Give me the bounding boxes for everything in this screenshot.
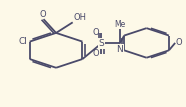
Text: O: O — [39, 10, 46, 19]
Text: Me: Me — [114, 20, 125, 29]
Text: S: S — [98, 39, 104, 48]
Text: Cl: Cl — [19, 37, 28, 46]
Text: N: N — [116, 45, 123, 54]
Text: O: O — [93, 49, 100, 58]
Text: O: O — [93, 28, 100, 37]
Text: OH: OH — [74, 13, 87, 22]
Text: O: O — [175, 38, 182, 47]
